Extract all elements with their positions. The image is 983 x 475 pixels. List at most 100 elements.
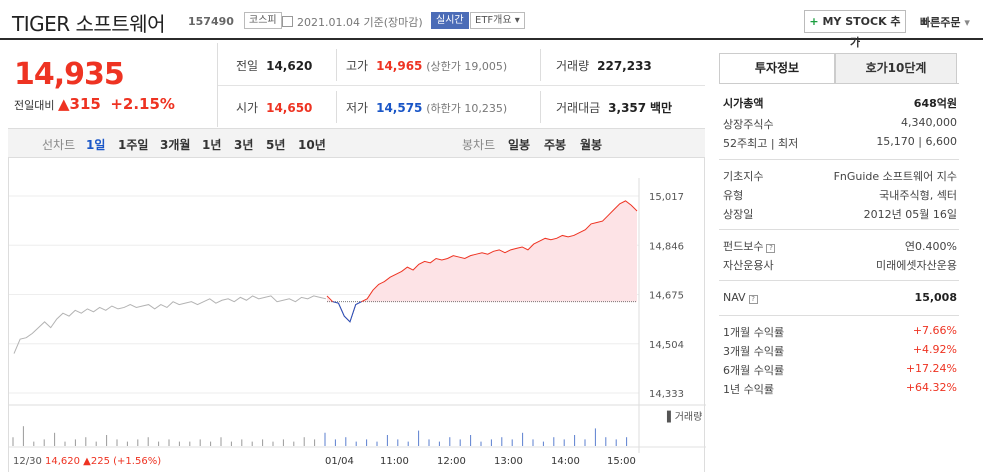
prev-day-note: 12/30 14,620 ▲225 (+1.56%) bbox=[13, 456, 161, 467]
high-price: 고가 14,965 (상한가 19,005) bbox=[346, 57, 507, 74]
tab-3m[interactable]: 3개월 bbox=[160, 138, 191, 152]
price-chart: 15,017 14,846 14,675 14,504 14,333 ▌거래량 01/04 1… bbox=[8, 158, 706, 472]
current-price-box: 14,935 전일대비 ▲315 +2.15% bbox=[8, 43, 218, 127]
return-1m-row: 1개월 수익률 +7.66% bbox=[723, 324, 957, 342]
amount-value: 3,357 bbox=[608, 101, 647, 115]
prev-close-label: 전일 bbox=[236, 59, 259, 73]
volume-label: ▌거래량 bbox=[666, 410, 702, 423]
amount-label: 거래대금 bbox=[556, 101, 601, 115]
help-icon[interactable]: ? bbox=[766, 244, 776, 253]
x-tick-label: 12:00 bbox=[437, 456, 466, 467]
prev-day-note-part: ▲225 bbox=[80, 456, 110, 467]
high-value: 14,965 bbox=[376, 59, 423, 73]
return-3m-row: 3개월 수익률 +4.92% bbox=[723, 343, 957, 361]
type-label: 유형 bbox=[723, 189, 744, 202]
return-3m-value: +4.92% bbox=[912, 343, 957, 356]
return-1m-value: +7.66% bbox=[912, 324, 957, 337]
prev-day-note-part: (+1.56%) bbox=[110, 456, 161, 467]
tab-5y[interactable]: 5년 bbox=[266, 138, 286, 152]
low-label: 저가 bbox=[346, 101, 369, 115]
tab-investment-info[interactable]: 투자정보 bbox=[719, 53, 835, 84]
index-row: 기초지수 FnGuide 소프트웨어 지수 bbox=[723, 168, 957, 186]
type-row: 유형 국내주식형, 섹터 bbox=[723, 187, 957, 205]
stock-code: 157490 bbox=[188, 15, 234, 28]
nav-label: NAV bbox=[723, 291, 746, 304]
price-stats: 전일 14,620 고가 14,965 (상한가 19,005) 거래량 227,23… bbox=[218, 43, 705, 127]
range52-row: 52주최고 | 최저 15,170 | 6,600 bbox=[723, 135, 957, 153]
base-date: 2021.01.04 기준(장마감) bbox=[282, 14, 423, 30]
tab-monthly-candle[interactable]: 월봉 bbox=[580, 138, 603, 152]
etf-overview-dropdown[interactable]: ETF개요 ▾ bbox=[470, 12, 525, 29]
return-6m-value: +17.24% bbox=[905, 362, 957, 375]
fee-row: 펀드보수? 연0.400% bbox=[723, 238, 957, 256]
manager-row: 자산운용사 미래에셋자산운용 bbox=[723, 257, 957, 275]
x-tick-label: 13:00 bbox=[494, 456, 523, 467]
volume-label: 거래량 bbox=[556, 59, 590, 73]
line-chart-label: 선차트 bbox=[42, 138, 76, 152]
today-price-line bbox=[326, 200, 638, 323]
listed-label: 상장일 bbox=[723, 208, 754, 221]
tab-weekly-candle[interactable]: 주봉 bbox=[544, 138, 567, 152]
plus-icon: + bbox=[809, 15, 819, 28]
volume-value: 227,233 bbox=[597, 59, 652, 73]
tab-1w[interactable]: 1주일 bbox=[118, 138, 149, 152]
x-tick-label: 14:00 bbox=[551, 456, 580, 467]
low-price: 저가 14,575 (하한가 10,235) bbox=[346, 99, 507, 116]
today-area-fill bbox=[327, 200, 637, 302]
candle-chart-label: 봉차트 bbox=[462, 138, 496, 152]
base-date-text: 2021.01.04 기준(장마감) bbox=[297, 16, 423, 29]
tab-10y[interactable]: 10년 bbox=[298, 138, 326, 152]
up-triangle-icon: ▲ bbox=[57, 95, 70, 113]
tab-3y[interactable]: 3년 bbox=[234, 138, 254, 152]
listed-row: 상장일 2012년 05월 16일 bbox=[723, 206, 957, 224]
trade-amount: 거래대금 3,357 백만 bbox=[556, 99, 672, 116]
tab-1y[interactable]: 1년 bbox=[202, 138, 222, 152]
tab-1d[interactable]: 1일 bbox=[86, 138, 106, 152]
stock-name: TIGER 소프트웨어 bbox=[12, 12, 166, 36]
chevron-down-icon: ▾ bbox=[514, 15, 520, 26]
fee-value: 연0.400% bbox=[904, 240, 957, 253]
return-1y-label: 1년 수익률 bbox=[723, 383, 774, 396]
etf-overview-label: ETF개요 bbox=[475, 15, 512, 26]
lower-limit: (하한가 10,235) bbox=[426, 102, 508, 115]
chevron-down-icon: ▾ bbox=[964, 16, 970, 29]
shares-value: 4,340,000 bbox=[901, 116, 957, 129]
x-tick-label: 11:00 bbox=[380, 456, 409, 467]
realtime-badge[interactable]: 실시간 bbox=[431, 12, 469, 29]
add-mystock-label: MY STOCK 추가 bbox=[822, 15, 901, 49]
x-tick-label: 15:00 bbox=[607, 456, 636, 467]
return-6m-row: 6개월 수익률 +17.24% bbox=[723, 362, 957, 380]
nav-row: NAV? 15,008 bbox=[723, 291, 957, 309]
quick-order-label: 빠른주문 bbox=[920, 16, 961, 29]
open-value: 14,650 bbox=[266, 101, 313, 115]
stock-header: TIGER 소프트웨어 157490 코스피 2021.01.04 기준(장마감… bbox=[0, 0, 983, 49]
y-tick-label: 14,675 bbox=[649, 291, 684, 302]
quick-order-link[interactable]: 빠른주문 ▾ bbox=[920, 14, 970, 30]
add-mystock-button[interactable]: + MY STOCK 추가 bbox=[804, 10, 906, 49]
market-badge: 코스피 bbox=[244, 12, 282, 29]
change-label: 전일대비 bbox=[14, 99, 55, 112]
index-value: FnGuide 소프트웨어 지수 bbox=[833, 170, 957, 183]
nav-value: 15,008 bbox=[914, 291, 957, 304]
return-1m-label: 1개월 수익률 bbox=[723, 326, 785, 339]
index-label: 기초지수 bbox=[723, 170, 764, 183]
range52-label: 52주최고 | 최저 bbox=[723, 137, 799, 150]
return-6m-label: 6개월 수익률 bbox=[723, 364, 785, 377]
volume: 거래량 227,233 bbox=[556, 57, 652, 74]
market-cap-row: 시가총액 648억원 bbox=[723, 95, 957, 113]
help-icon[interactable]: ? bbox=[748, 295, 758, 304]
shares-row: 상장주식수 4,340,000 bbox=[723, 116, 957, 134]
change-percent: +2.15% bbox=[110, 95, 175, 113]
return-1y-value: +64.32% bbox=[905, 381, 957, 394]
y-tick-label: 15,017 bbox=[649, 192, 684, 203]
today-below-line bbox=[332, 301, 362, 323]
market-cap-label: 시가총액 bbox=[723, 97, 764, 110]
prev-close-value: 14,620 bbox=[266, 59, 313, 73]
current-price: 14,935 bbox=[14, 57, 125, 92]
tab-daily-candle[interactable]: 일봉 bbox=[508, 138, 531, 152]
market-cap-value: 648억원 bbox=[913, 97, 957, 110]
shares-label: 상장주식수 bbox=[723, 118, 774, 131]
type-value: 국내주식형, 섹터 bbox=[879, 189, 957, 202]
open-price: 시가 14,650 bbox=[236, 99, 312, 116]
tab-orderbook[interactable]: 호가10단계 bbox=[835, 53, 957, 84]
